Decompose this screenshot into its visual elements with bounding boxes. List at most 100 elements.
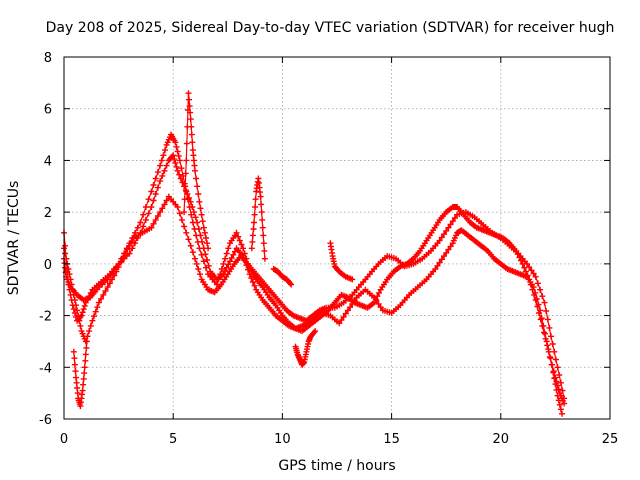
- data-point: [82, 351, 89, 358]
- data-point: [173, 143, 180, 150]
- data-point: [188, 131, 195, 138]
- data-point: [148, 204, 155, 210]
- data-point: [145, 210, 152, 217]
- data-point: [227, 258, 233, 265]
- series-track-a: [61, 131, 568, 407]
- data-point: [182, 170, 189, 177]
- data-point: [342, 310, 349, 317]
- data-point: [349, 276, 356, 283]
- data-point: [248, 275, 255, 282]
- data-point: [81, 370, 88, 377]
- data-point: [260, 240, 267, 247]
- x-tick-label: 10: [274, 432, 291, 447]
- data-point: [287, 280, 293, 287]
- data-point: [190, 157, 197, 164]
- data-point: [551, 375, 558, 382]
- data-point: [196, 198, 203, 205]
- data-point: [532, 273, 539, 280]
- data-point: [174, 167, 181, 174]
- series-segment-dip-11: [292, 328, 319, 368]
- data-point: [251, 282, 258, 289]
- data-point: [557, 379, 564, 386]
- data-point: [185, 236, 192, 243]
- data-point: [556, 372, 563, 378]
- data-point: [546, 324, 553, 331]
- data-point: [546, 353, 553, 360]
- data-point: [148, 224, 155, 231]
- data-point: [223, 250, 230, 257]
- data-point: [152, 216, 159, 223]
- data-point: [79, 309, 86, 316]
- data-point: [177, 175, 184, 182]
- data-point: [81, 364, 88, 371]
- data-point: [443, 249, 450, 256]
- data-point: [223, 264, 230, 271]
- data-point: [204, 257, 211, 263]
- data-point: [530, 284, 537, 291]
- data-point: [132, 240, 138, 247]
- data-point: [190, 152, 197, 159]
- data-point: [67, 276, 74, 283]
- data-point: [340, 313, 347, 320]
- data-point: [204, 240, 211, 247]
- series-track-c: [61, 193, 568, 402]
- y-axis-label: SDTVAR / TECUs: [6, 181, 22, 296]
- data-point: [161, 201, 168, 208]
- data-point: [233, 229, 240, 236]
- data-point: [197, 232, 204, 239]
- data-point: [550, 369, 557, 376]
- data-point: [178, 165, 185, 172]
- data-point: [176, 157, 183, 164]
- x-tick-label: 15: [383, 432, 400, 447]
- data-point: [173, 163, 180, 170]
- data-point: [438, 256, 445, 263]
- data-point: [371, 294, 378, 301]
- data-point: [83, 344, 90, 351]
- data-point: [240, 245, 247, 252]
- data-point: [445, 246, 452, 253]
- data-point: [126, 242, 133, 249]
- data-point: [178, 216, 185, 223]
- x-tick-label: 0: [60, 432, 68, 447]
- series-segment-spike-5p6: [181, 90, 212, 252]
- y-tick-label: 8: [44, 51, 52, 66]
- data-point: [145, 196, 152, 203]
- data-point: [154, 213, 161, 219]
- data-point: [530, 270, 537, 277]
- data-point: [374, 293, 381, 300]
- data-point: [205, 245, 212, 252]
- y-tick-label: -2: [39, 310, 52, 325]
- data-point: [172, 160, 179, 166]
- data-point: [150, 182, 157, 188]
- data-point: [75, 312, 82, 319]
- data-point: [71, 355, 78, 362]
- data-point: [312, 328, 319, 335]
- data-point: [549, 341, 556, 347]
- data-point: [539, 293, 546, 300]
- data-point: [197, 271, 203, 278]
- data-point: [83, 338, 90, 345]
- data-point: [192, 214, 199, 221]
- y-tick-label: 4: [44, 154, 52, 169]
- data-point: [183, 229, 190, 236]
- data-point: [159, 172, 166, 179]
- data-point: [150, 220, 157, 227]
- data-point: [115, 264, 122, 271]
- data-point: [349, 300, 356, 307]
- y-tick-label: -6: [39, 413, 52, 428]
- data-point: [246, 271, 253, 278]
- data-point: [436, 237, 443, 244]
- data-point: [140, 211, 147, 218]
- data-point: [376, 289, 382, 296]
- data-point: [559, 387, 566, 394]
- data-point: [77, 322, 84, 329]
- data-point: [62, 250, 69, 257]
- data-point: [554, 392, 561, 399]
- data-point: [179, 179, 186, 186]
- data-point: [189, 204, 196, 210]
- data-point: [102, 288, 109, 294]
- data-point: [225, 245, 232, 252]
- data-point: [197, 205, 204, 212]
- data-point: [68, 281, 75, 288]
